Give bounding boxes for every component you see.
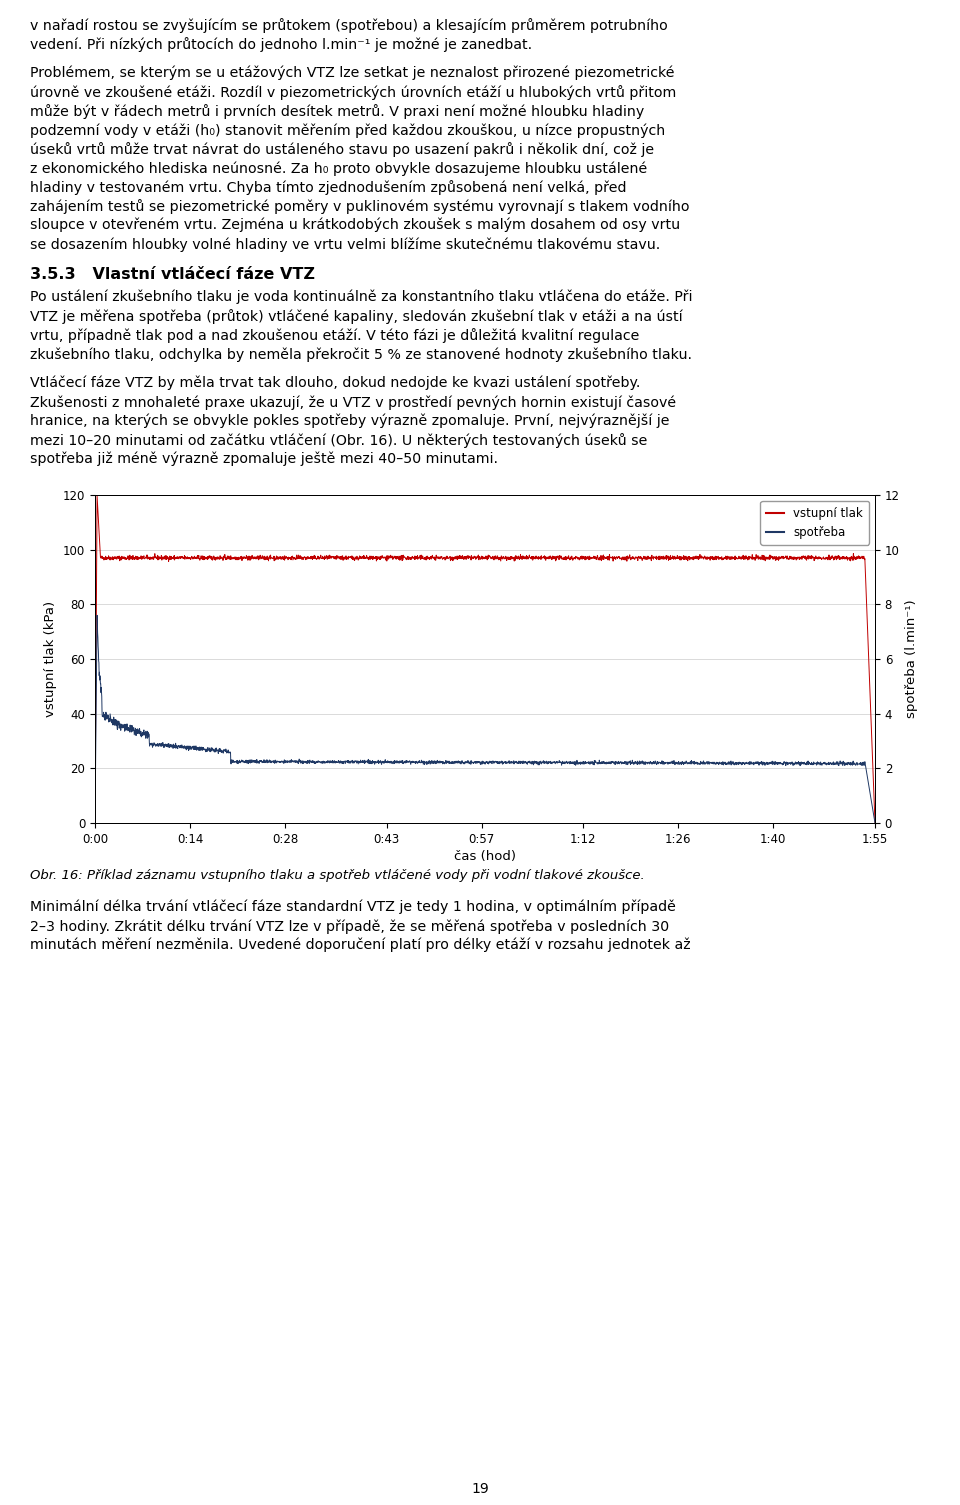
Text: Po ustálení zkušebního tlaku je voda kontinuálně za konstantního tlaku vtláčena : Po ustálení zkušebního tlaku je voda kon… — [30, 290, 692, 304]
Text: v nařadí rostou se zvyšujícím se průtokem (spotřebou) a klesajícím průměrem potr: v nařadí rostou se zvyšujícím se průtoke… — [30, 18, 668, 33]
Text: úseků vrtů může trvat návrat do ustáleného stavu po usazení pakrů i několik dní,: úseků vrtů může trvat návrat do ustálené… — [30, 141, 654, 157]
Text: spotřeba již méně výrazně zpomaluje ještě mezi 40–50 minutami.: spotřeba již méně výrazně zpomaluje ješt… — [30, 452, 498, 467]
Text: 2–3 hodiny. Zkrátit délku trvání VTZ lze v případě, že se měřená spotřeba v posl: 2–3 hodiny. Zkrátit délku trvání VTZ lze… — [30, 920, 669, 933]
Text: hladiny v testovaném vrtu. Chyba tímto zjednodušením způsobená není velká, před: hladiny v testovaném vrtu. Chyba tímto z… — [30, 181, 627, 196]
Text: 19: 19 — [471, 1482, 489, 1496]
Text: sloupce v otevřeném vrtu. Zejména u krátkodobých zkoušek s malým dosahem od osy : sloupce v otevřeném vrtu. Zejména u krát… — [30, 218, 680, 232]
Text: podzemní vody v etáži (h₀) stanovit měřením před každou zkouškou, u nízce propus: podzemní vody v etáži (h₀) stanovit měře… — [30, 123, 665, 137]
Text: vedení. Při nízkých průtocích do jednoho l.min⁻¹ je možné je zanedbat.: vedení. Při nízkých průtocích do jednoho… — [30, 38, 532, 53]
Y-axis label: vstupní tlak (kPa): vstupní tlak (kPa) — [44, 600, 58, 716]
Text: Obr. 16: Příklad záznamu vstupního tlaku a spotřeb vtláčené vody při vodní tlako: Obr. 16: Příklad záznamu vstupního tlaku… — [30, 868, 645, 882]
Text: zkušebního tlaku, odchylka by neměla překročit 5 % ze stanovené hodnoty zkušební: zkušebního tlaku, odchylka by neměla pře… — [30, 348, 692, 361]
Text: Zkušenosti z mnohaleté praxe ukazují, že u VTZ v prostředí pevných hornin existu: Zkušenosti z mnohaleté praxe ukazují, že… — [30, 394, 676, 409]
Text: 3.5.3   Vlastní vtláčecí fáze VTZ: 3.5.3 Vlastní vtláčecí fáze VTZ — [30, 266, 315, 281]
Text: Minimální délka trvání vtláčecí fáze standardní VTZ je tedy 1 hodina, v optimáln: Minimální délka trvání vtláčecí fáze sta… — [30, 900, 676, 915]
Legend: vstupní tlak, spotřeba: vstupní tlak, spotřeba — [760, 501, 869, 545]
Text: se dosazením hloubky volné hladiny ve vrtu velmi blížíme skutečnému tlakovému st: se dosazením hloubky volné hladiny ve vr… — [30, 236, 660, 251]
Text: minutách měření nezměnila. Uvedené doporučení platí pro délky etáží v rozsahu je: minutách měření nezměnila. Uvedené dopor… — [30, 938, 690, 953]
X-axis label: čas (hod): čas (hod) — [454, 850, 516, 862]
Text: může být v řádech metrů i prvních desítek metrů. V praxi není možné hloubku hlad: může být v řádech metrů i prvních desíte… — [30, 104, 644, 119]
Text: úrovně ve zkoušené etáži. Rozdíl v piezometrických úrovních etáží u hlubokých vr: úrovně ve zkoušené etáži. Rozdíl v piezo… — [30, 84, 676, 99]
Text: hranice, na kterých se obvykle pokles spotřeby výrazně zpomaluje. První, nejvýra: hranice, na kterých se obvykle pokles sp… — [30, 414, 669, 429]
Text: mezi 10–20 minutami od začátku vtláčení (Obr. 16). U některých testovaných úseků: mezi 10–20 minutami od začátku vtláčení … — [30, 433, 647, 448]
Text: zahájením testů se piezometrické poměry v puklinovém systému vyrovnají s tlakem : zahájením testů se piezometrické poměry … — [30, 199, 689, 214]
Text: z ekonomického hlediska neúnosné. Za h₀ proto obvykle dosazujeme hloubku ustálen: z ekonomického hlediska neúnosné. Za h₀ … — [30, 161, 647, 176]
Text: VTZ je měřena spotřeba (průtok) vtláčené kapaliny, sledován zkušební tlak v etáž: VTZ je měřena spotřeba (průtok) vtláčené… — [30, 309, 683, 324]
Text: vrtu, případně tlak pod a nad zkoušenou etáží. V této fázi je důležitá kvalitní : vrtu, případně tlak pod a nad zkoušenou … — [30, 328, 639, 343]
Text: Problémem, se kterým se u etážových VTZ lze setkat je neznalost přirozené piezom: Problémem, se kterým se u etážových VTZ … — [30, 66, 675, 80]
Text: Vtláčecí fáze VTZ by měla trvat tak dlouho, dokud nedojde ke kvazi ustálení spot: Vtláčecí fáze VTZ by měla trvat tak dlou… — [30, 376, 640, 390]
Y-axis label: spotřeba (l.min⁻¹): spotřeba (l.min⁻¹) — [905, 599, 919, 718]
